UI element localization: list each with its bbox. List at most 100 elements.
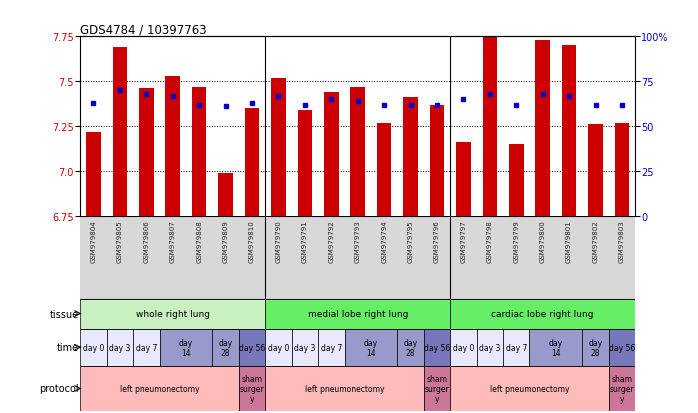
Text: day
14: day 14 <box>549 338 563 357</box>
Text: GSM979793: GSM979793 <box>355 220 361 263</box>
Text: GSM979792: GSM979792 <box>328 220 334 262</box>
FancyBboxPatch shape <box>450 329 477 366</box>
Bar <box>350 88 365 216</box>
Text: GSM979802: GSM979802 <box>593 220 599 262</box>
Bar <box>218 173 233 216</box>
Text: day 3: day 3 <box>479 343 500 352</box>
Bar <box>456 143 470 216</box>
FancyBboxPatch shape <box>160 329 212 366</box>
Text: sham
surger
y: sham surger y <box>239 374 265 404</box>
Text: GSM979804: GSM979804 <box>91 220 96 262</box>
FancyBboxPatch shape <box>609 366 635 411</box>
FancyBboxPatch shape <box>80 366 239 411</box>
Text: GSM979803: GSM979803 <box>619 220 625 263</box>
Text: day
28: day 28 <box>218 338 232 357</box>
Text: day
14: day 14 <box>179 338 193 357</box>
Text: day 3: day 3 <box>294 343 315 352</box>
Text: GSM979807: GSM979807 <box>170 220 176 263</box>
FancyBboxPatch shape <box>107 329 133 366</box>
Text: day 0: day 0 <box>453 343 474 352</box>
Bar <box>588 125 603 216</box>
Bar <box>615 123 629 216</box>
FancyBboxPatch shape <box>609 329 635 366</box>
Text: left pneumonectomy: left pneumonectomy <box>120 384 200 393</box>
Text: protocol: protocol <box>39 384 79 394</box>
Bar <box>482 33 497 216</box>
FancyBboxPatch shape <box>265 366 424 411</box>
FancyBboxPatch shape <box>239 329 265 366</box>
Bar <box>324 93 339 216</box>
Bar <box>192 88 207 216</box>
Text: day
14: day 14 <box>364 338 378 357</box>
Text: GSM979800: GSM979800 <box>540 220 546 263</box>
FancyBboxPatch shape <box>450 366 609 411</box>
FancyBboxPatch shape <box>450 299 635 329</box>
Text: tissue: tissue <box>50 309 79 319</box>
Bar <box>377 123 392 216</box>
Text: sham
surger
y: sham surger y <box>609 374 634 404</box>
Text: GSM979808: GSM979808 <box>196 220 202 263</box>
FancyBboxPatch shape <box>80 329 107 366</box>
Text: day 0: day 0 <box>268 343 289 352</box>
Text: GSM979794: GSM979794 <box>381 220 387 262</box>
Text: day 56: day 56 <box>239 343 265 352</box>
Text: medial lobe right lung: medial lobe right lung <box>308 309 408 318</box>
Text: day 3: day 3 <box>109 343 131 352</box>
FancyBboxPatch shape <box>397 329 424 366</box>
FancyBboxPatch shape <box>318 329 345 366</box>
FancyBboxPatch shape <box>265 329 292 366</box>
Text: GSM979805: GSM979805 <box>117 220 123 262</box>
Text: GDS4784 / 10397763: GDS4784 / 10397763 <box>80 23 207 36</box>
FancyBboxPatch shape <box>477 329 503 366</box>
FancyBboxPatch shape <box>345 329 397 366</box>
Text: GSM979790: GSM979790 <box>276 220 281 263</box>
Bar <box>245 109 259 216</box>
Bar <box>272 78 285 216</box>
Text: GSM979801: GSM979801 <box>566 220 572 263</box>
Text: GSM979791: GSM979791 <box>302 220 308 263</box>
Text: cardiac lobe right lung: cardiac lobe right lung <box>491 309 594 318</box>
Text: left pneumonectomy: left pneumonectomy <box>490 384 570 393</box>
Text: GSM979799: GSM979799 <box>513 220 519 263</box>
FancyBboxPatch shape <box>292 329 318 366</box>
Text: day 56: day 56 <box>424 343 450 352</box>
Text: whole right lung: whole right lung <box>135 309 210 318</box>
Bar <box>139 89 154 216</box>
Bar <box>535 41 550 216</box>
Text: day
28: day 28 <box>403 338 417 357</box>
Bar <box>165 77 180 216</box>
FancyBboxPatch shape <box>424 366 450 411</box>
FancyBboxPatch shape <box>133 329 160 366</box>
Text: day 56: day 56 <box>609 343 635 352</box>
FancyBboxPatch shape <box>582 329 609 366</box>
FancyBboxPatch shape <box>80 299 265 329</box>
FancyBboxPatch shape <box>530 329 582 366</box>
Bar <box>112 48 127 216</box>
Text: GSM979795: GSM979795 <box>408 220 414 262</box>
FancyBboxPatch shape <box>239 366 265 411</box>
Text: day 7: day 7 <box>320 343 342 352</box>
Text: time: time <box>57 342 79 352</box>
FancyBboxPatch shape <box>424 329 450 366</box>
Text: GSM979797: GSM979797 <box>461 220 466 263</box>
Text: GSM979810: GSM979810 <box>249 220 255 263</box>
Text: day 0: day 0 <box>83 343 104 352</box>
Bar <box>509 145 524 216</box>
Text: GSM979798: GSM979798 <box>487 220 493 263</box>
Bar <box>430 105 444 216</box>
Text: left pneumonectomy: left pneumonectomy <box>305 384 385 393</box>
Text: GSM979809: GSM979809 <box>223 220 229 263</box>
Bar <box>297 111 312 216</box>
Bar <box>562 46 577 216</box>
FancyBboxPatch shape <box>503 329 530 366</box>
Text: day 7: day 7 <box>135 343 157 352</box>
Text: day
28: day 28 <box>588 338 602 357</box>
Text: GSM979796: GSM979796 <box>434 220 440 263</box>
FancyBboxPatch shape <box>212 329 239 366</box>
Text: day 7: day 7 <box>505 343 527 352</box>
Text: GSM979806: GSM979806 <box>143 220 149 263</box>
Bar <box>403 98 418 216</box>
Text: sham
surger
y: sham surger y <box>424 374 450 404</box>
FancyBboxPatch shape <box>265 299 450 329</box>
Bar <box>87 132 101 216</box>
